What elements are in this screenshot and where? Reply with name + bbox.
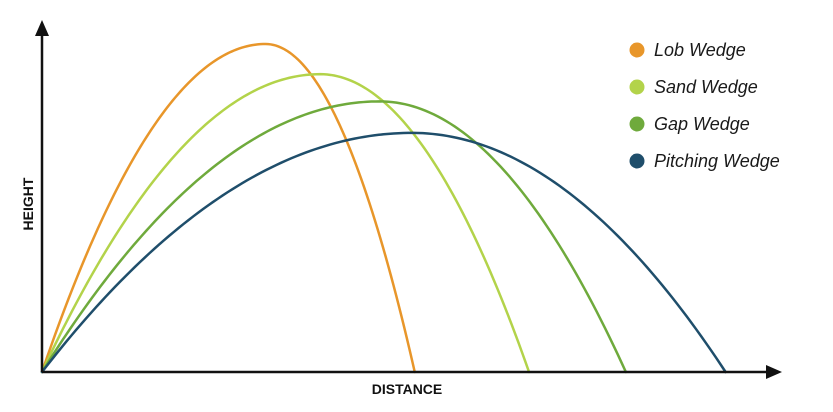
- x-axis-label: DISTANCE: [372, 381, 443, 397]
- legend-marker-gap-wedge: [629, 116, 645, 132]
- trajectory-gap-wedge: [40, 100, 628, 374]
- legend-label-lob-wedge: Lob Wedge: [654, 40, 746, 60]
- y-axis-arrow: [35, 20, 49, 36]
- legend-label-gap-wedge: Gap Wedge: [654, 114, 750, 134]
- trajectory-sand-wedge: [40, 72, 531, 374]
- trajectory-lob-wedge: [40, 42, 416, 374]
- trajectory-pitching-wedge: [40, 131, 727, 374]
- legend-marker-lob-wedge: [629, 42, 645, 58]
- legend-marker-sand-wedge: [629, 79, 645, 95]
- x-axis-arrow: [766, 365, 782, 379]
- legend-marker-pitching-wedge: [629, 153, 645, 169]
- plot-area: [40, 42, 727, 374]
- legend: Lob Wedge Sand Wedge Gap Wedge Pitching Wed…: [629, 40, 780, 171]
- legend-label-pitching-wedge: Pitching Wedge: [654, 151, 780, 171]
- y-axis-label: HEIGHT: [20, 177, 36, 230]
- legend-label-sand-wedge: Sand Wedge: [654, 77, 758, 97]
